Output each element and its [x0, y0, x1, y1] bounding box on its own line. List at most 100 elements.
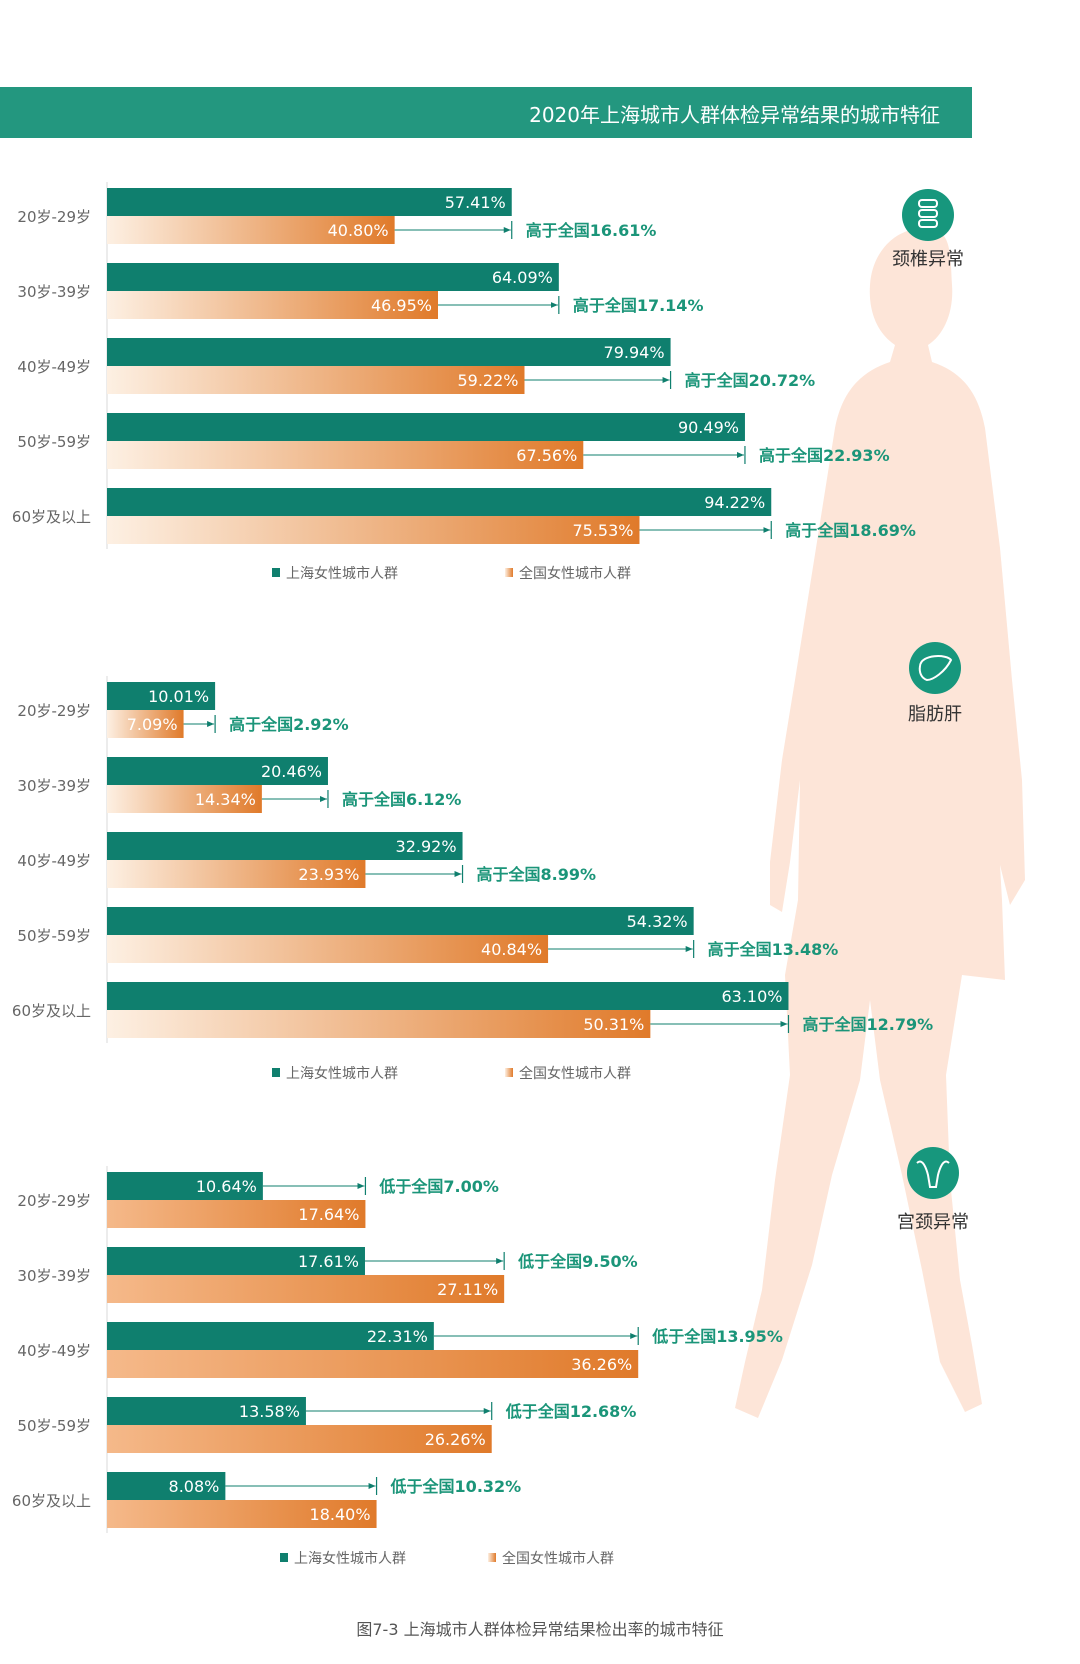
- bar-label-national: 50.31%: [583, 1015, 644, 1034]
- bar-label-shanghai: 8.08%: [169, 1477, 220, 1496]
- uterus-shape: [916, 1160, 950, 1188]
- bar-label-shanghai: 20.46%: [261, 762, 322, 781]
- difference-annotation: 高于全国18.69%: [785, 521, 916, 540]
- bar-label-national: 67.56%: [516, 446, 577, 465]
- bar-label-national: 23.93%: [298, 865, 359, 884]
- page-title: 2020年上海城市人群体检异常结果的城市特征: [529, 103, 940, 127]
- legend-swatch-national: [505, 1068, 513, 1077]
- difference-annotation: 低于全国13.95%: [651, 1327, 783, 1346]
- bar-label-national: 14.34%: [195, 790, 256, 809]
- bar-label-shanghai: 10.01%: [148, 687, 209, 706]
- difference-annotation: 高于全国13.48%: [708, 940, 839, 959]
- chart-panel-2: 20岁-29岁 10.01% 7.09% 高于全国2.92% 30岁-39岁 20.46%…: [12, 642, 962, 1082]
- bar-shanghai: [107, 682, 216, 710]
- bar-national: [107, 291, 438, 319]
- category-label: 50岁-59岁: [17, 433, 91, 451]
- bar-shanghai: [107, 907, 694, 935]
- bar-label-shanghai: 17.61%: [298, 1252, 359, 1271]
- legend-swatch-shanghai: [280, 1553, 288, 1562]
- bar-label-national: 46.95%: [371, 296, 432, 315]
- category-label: 30岁-39岁: [17, 283, 91, 301]
- legend-label-national: 全国女性城市人群: [502, 1550, 614, 1567]
- category-label: 20岁-29岁: [17, 1192, 91, 1210]
- bar-shanghai: [107, 1322, 434, 1350]
- legend-label-national: 全国女性城市人群: [519, 1065, 631, 1082]
- bar-label-national: 36.26%: [571, 1355, 632, 1374]
- difference-annotation: 高于全国2.92%: [229, 715, 349, 734]
- bar-national: [107, 1425, 492, 1453]
- bar-national: [107, 1200, 366, 1228]
- difference-annotation: 低于全国12.68%: [505, 1402, 637, 1421]
- vertebra-shape: [918, 199, 938, 208]
- vertebra-shape: [918, 209, 938, 218]
- bar-shanghai: [107, 413, 745, 441]
- bar-shanghai: [107, 1172, 263, 1200]
- bar-national: [107, 516, 640, 544]
- category-label: 30岁-39岁: [17, 1267, 91, 1285]
- bar-label-national: 17.64%: [298, 1205, 359, 1224]
- spine-icon: 颈椎异常: [892, 189, 964, 270]
- category-label: 40岁-49岁: [17, 358, 91, 376]
- legend: 上海女性城市人群 全国女性城市人群: [272, 1065, 631, 1082]
- chart-panel-1: 20岁-29岁 57.41% 40.80% 高于全国16.61% 30岁-39岁 64.0…: [12, 182, 964, 582]
- legend-swatch-shanghai: [272, 1068, 280, 1077]
- category-label: 20岁-29岁: [17, 702, 91, 720]
- bar-label-national: 40.80%: [328, 221, 389, 240]
- legend-swatch-national: [488, 1553, 496, 1562]
- bar-national: [107, 366, 525, 394]
- difference-annotation: 低于全国7.00%: [378, 1177, 499, 1196]
- icon-circle: [907, 1147, 959, 1199]
- bar-label-national: 18.40%: [310, 1505, 371, 1524]
- figure-caption: 图7-3 上海城市人群体检异常结果检出率的城市特征: [356, 1620, 724, 1639]
- bar-national: [107, 1010, 651, 1038]
- bar-label-shanghai: 32.92%: [396, 837, 457, 856]
- bar-shanghai: [107, 263, 559, 291]
- legend-label-national: 全国女性城市人群: [519, 565, 631, 582]
- icon-label: 脂肪肝: [908, 704, 962, 725]
- category-label: 20岁-29岁: [17, 208, 91, 226]
- bar-shanghai: [107, 982, 789, 1010]
- bar-label-shanghai: 22.31%: [367, 1327, 428, 1346]
- bar-shanghai: [107, 1247, 365, 1275]
- bar-label-shanghai: 10.64%: [196, 1177, 257, 1196]
- category-label: 40岁-49岁: [17, 1342, 91, 1360]
- bar-label-shanghai: 63.10%: [721, 987, 782, 1006]
- legend-label-shanghai: 上海女性城市人群: [294, 1550, 406, 1567]
- bar-shanghai: [107, 488, 772, 516]
- legend: 上海女性城市人群 全国女性城市人群: [272, 565, 631, 582]
- liver-shape: [918, 655, 953, 682]
- bar-label-shanghai: 79.94%: [604, 343, 665, 362]
- bar-shanghai: [107, 1397, 306, 1425]
- bar-shanghai: [107, 188, 512, 216]
- bar-national: [107, 1500, 377, 1528]
- category-label: 60岁及以上: [12, 1002, 91, 1020]
- icon-circle: [902, 189, 954, 241]
- bar-label-national: 27.11%: [437, 1280, 498, 1299]
- bar-national: [107, 935, 549, 963]
- bar-national: [107, 710, 184, 738]
- bar-shanghai: [107, 1472, 226, 1500]
- header-band: 2020年上海城市人群体检异常结果的城市特征: [0, 87, 972, 138]
- difference-annotation: 高于全国20.72%: [685, 371, 816, 390]
- legend-swatch-national: [505, 568, 513, 577]
- bar-shanghai: [107, 338, 671, 366]
- category-label: 50岁-59岁: [17, 1417, 91, 1435]
- bar-national: [107, 860, 366, 888]
- bar-shanghai: [107, 832, 463, 860]
- bar-label-national: 26.26%: [425, 1430, 486, 1449]
- difference-annotation: 低于全国9.50%: [517, 1252, 638, 1271]
- category-label: 30岁-39岁: [17, 777, 91, 795]
- difference-annotation: 高于全国12.79%: [802, 1015, 933, 1034]
- category-label: 60岁及以上: [12, 1492, 91, 1510]
- bar-label-national: 7.09%: [127, 715, 178, 734]
- legend-label-shanghai: 上海女性城市人群: [286, 565, 398, 582]
- legend-label-shanghai: 上海女性城市人群: [286, 1065, 398, 1082]
- bar-national: [107, 785, 262, 813]
- difference-annotation: 高于全国22.93%: [759, 446, 890, 465]
- legend-swatch-shanghai: [272, 568, 280, 577]
- bar-national: [107, 216, 395, 244]
- bar-national: [107, 441, 584, 469]
- difference-annotation: 高于全国6.12%: [342, 790, 462, 809]
